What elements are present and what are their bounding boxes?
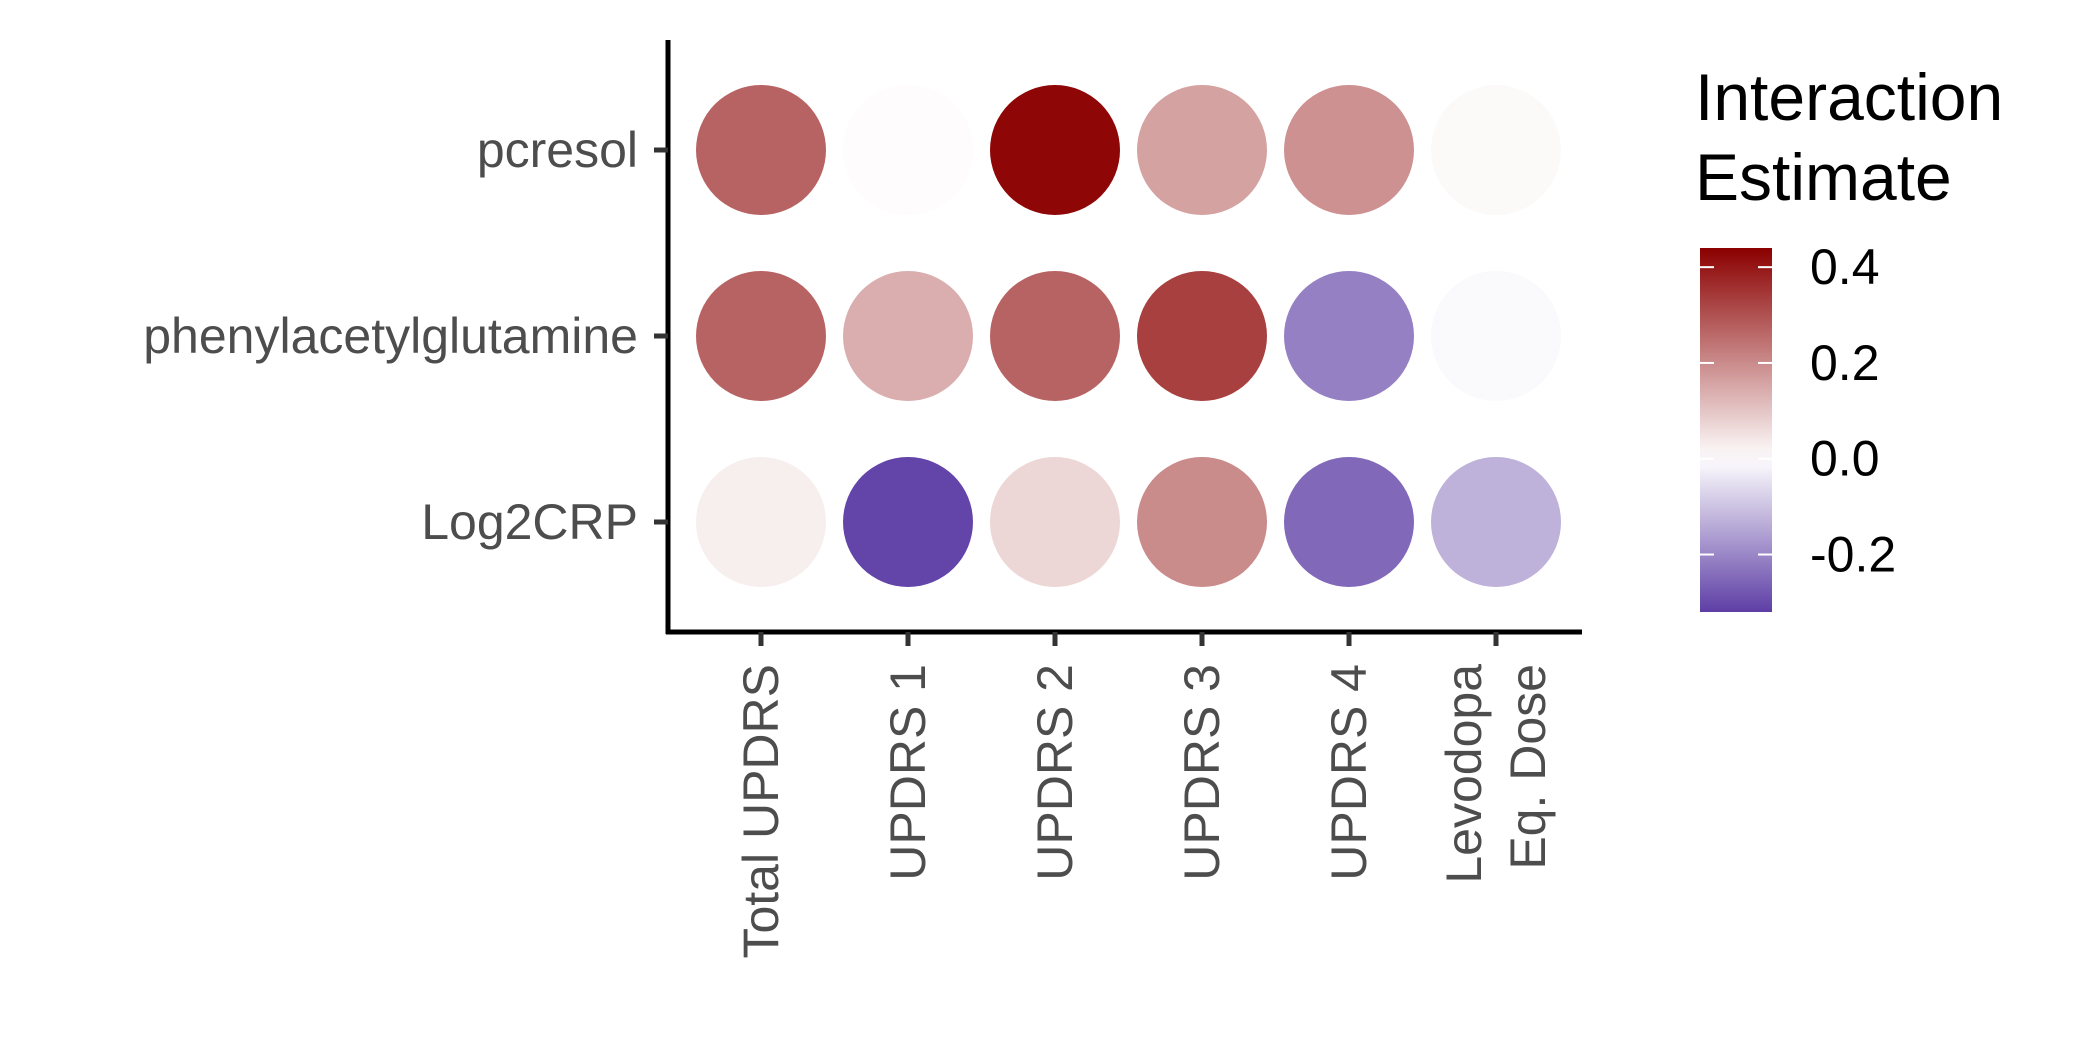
dot-0-0 [696,85,826,215]
x-tick-label-3: UPDRS 3 [1174,664,1230,881]
x-tick-label-4: UPDRS 4 [1321,664,1377,881]
legend-title-line-1: Estimate [1695,140,1952,214]
x-tick-label-5-line-0: Levodopa [1436,664,1492,884]
dots-layer [696,85,1561,587]
legend-tick-label-3: -0.2 [1810,527,1896,583]
dot-2-2 [990,457,1120,587]
dot-2-5 [1431,457,1561,587]
dot-1-1 [843,271,973,401]
dot-2-4 [1284,457,1414,587]
dot-1-5 [1431,271,1561,401]
x-tick-label-2: UPDRS 2 [1027,664,1083,881]
dot-0-2 [990,85,1120,215]
legend-tick-label-2: 0.0 [1810,431,1880,487]
axes-layer: pcresol phenylacetylglutamine Log2CRP Total… [143,40,1582,959]
dot-0-5 [1431,85,1561,215]
dot-2-1 [843,457,973,587]
y-tick-label-1: phenylacetylglutamine [143,308,638,364]
legend-title-line-0: Interaction [1695,60,2003,134]
legend-tick-label-0: 0.4 [1810,239,1880,295]
dot-1-4 [1284,271,1414,401]
dot-0-3 [1137,85,1267,215]
dot-2-0 [696,457,826,587]
dot-1-2 [990,271,1120,401]
legend-tick-label-1: 0.2 [1810,335,1880,391]
dot-0-4 [1284,85,1414,215]
dot-2-3 [1137,457,1267,587]
legend-colorbar [1700,248,1772,612]
x-tick-label-5-line-1: Eq. Dose [1500,664,1556,870]
dot-0-1 [843,85,973,215]
dot-1-0 [696,271,826,401]
x-tick-label-0: Total UPDRS [733,664,789,959]
y-tick-label-0: pcresol [477,122,638,178]
y-tick-label-2: Log2CRP [421,494,638,550]
dot-1-3 [1137,271,1267,401]
x-tick-label-1: UPDRS 1 [880,664,936,881]
